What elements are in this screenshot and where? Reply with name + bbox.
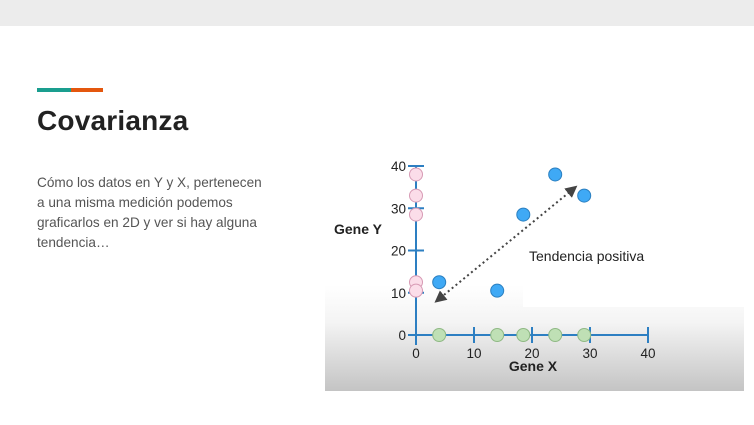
chart-shadow-mask: [523, 285, 744, 307]
x-tick-label: 0: [412, 346, 420, 361]
top-bar: [0, 0, 754, 26]
x-projection-point: [516, 328, 531, 342]
y-projection-point: [409, 188, 423, 203]
data-point: [432, 275, 447, 290]
x-projection-point: [490, 328, 505, 342]
trend-arrow-line: [434, 185, 578, 303]
trend-arrow: [434, 185, 578, 303]
x-tick-label: 10: [466, 346, 481, 361]
x-projection-point: [432, 328, 447, 342]
y-tick-label: 30: [391, 201, 406, 216]
x-projection-point: [577, 328, 592, 342]
x-tick-label: 40: [640, 346, 655, 361]
slide-body-text: Cómo los datos en Y y X, pertenecen a un…: [37, 175, 262, 250]
data-point: [516, 207, 531, 222]
data-point: [548, 167, 563, 182]
title-accent-orange: [71, 88, 103, 92]
slide-title: Covarianza: [37, 105, 189, 136]
title-accent-teal: [37, 88, 71, 92]
y-tick-label: 0: [398, 328, 406, 343]
y-projection-point: [409, 283, 423, 298]
x-projection-point: [548, 328, 563, 342]
y-tick-label: 40: [391, 159, 406, 174]
data-point: [577, 188, 592, 203]
data-point: [490, 283, 505, 298]
chart-ticks: 0 10 20 30 40 0 10 20 30 40: [391, 159, 656, 361]
y-projection-point: [409, 207, 423, 222]
x-tick-label: 20: [524, 346, 539, 361]
y-projection-point: [409, 167, 423, 182]
y-axis-label: Gene Y: [334, 221, 383, 237]
x-tick-label: 30: [582, 346, 597, 361]
y-tick-label: 20: [391, 244, 406, 259]
x-axis-label: Gene X: [509, 358, 558, 374]
trend-annotation: Tendencia positiva: [529, 248, 644, 264]
y-tick-label: 10: [391, 286, 406, 301]
